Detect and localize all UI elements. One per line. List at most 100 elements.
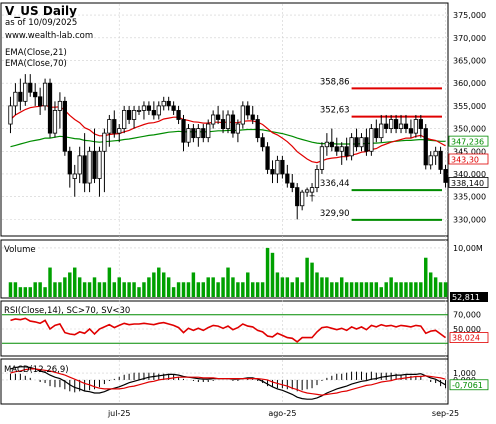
candle-body [324,141,330,148]
volume-bar [404,282,408,297]
candle-body [122,110,127,129]
price-tag-box [448,135,489,147]
candle-body [304,189,310,193]
volume-bar [295,277,299,297]
panel-frames [0,2,449,405]
volume-bar [236,282,240,297]
candle-body [428,155,433,166]
candle-body [240,105,245,125]
volume-bar [226,267,230,297]
candle-body [280,159,285,175]
volume-bar [419,282,423,297]
volume-bar [38,282,42,297]
volume-bar [250,282,255,297]
price-tick-label: 335,000 [453,193,486,202]
price-marker: T [309,194,315,203]
candle-body [42,82,48,107]
price-tag-label: 343,30 [451,155,479,164]
candle-body [28,82,33,93]
grid-lines [2,4,448,404]
volume-bar [325,277,329,297]
candle-body [349,137,354,157]
volume-bar [122,282,126,297]
volume-bar [13,282,18,297]
volume-bar [201,282,206,297]
candle-body [171,105,176,111]
candle-body [339,146,344,152]
macd-last-box [449,379,489,391]
candle-body [77,155,82,175]
volume-bar [48,267,52,297]
volume-bar [8,282,13,297]
rsi-last-box [449,332,489,343]
volume-bar [310,262,314,297]
volume-bar [221,277,225,297]
macd-signal-line [10,368,446,396]
candle-body [191,128,196,139]
volume-bar [443,282,448,297]
volume-last-box [450,292,488,302]
candle-body [265,146,270,170]
candle-body [359,137,364,148]
candle-body [97,150,102,179]
volume-bar [171,287,176,297]
candle-body [384,123,389,129]
candle-body [438,150,443,170]
volume-bar [290,282,294,297]
macd-tick-label: 1,000 [453,369,476,378]
volume-bar [132,282,136,297]
price-tag-box [448,153,489,165]
candle-body [220,119,226,129]
volume-bar [275,272,280,297]
volume-bar [216,282,220,297]
price-tag-label: 338,140 [451,179,484,188]
rsi-last-label: 38,024 [452,334,480,343]
candle-body [186,128,191,143]
candle-body [379,123,384,139]
volume-bar [102,282,107,297]
volume-bar [280,277,285,297]
candle-body [215,114,221,120]
candle-body [141,105,147,111]
volume-bar [23,287,28,297]
volume-bar [33,282,37,297]
candle-body [161,100,166,107]
candle-body [225,114,231,129]
candle-body [206,123,211,139]
price-tick-label: 350,000 [453,125,486,134]
volume-bar [43,287,47,297]
rsi-line [10,317,446,343]
volume-bar [68,272,72,297]
volume-bar [92,277,97,297]
candle-body [23,82,28,102]
volume-bar [315,272,319,297]
candle-body [250,114,255,120]
volume-bar [364,282,369,297]
candle-body [107,119,112,134]
volume-bar [438,282,443,297]
chart-date: as of 10/09/2025 [5,18,77,28]
candle-body [364,137,369,152]
candle-body [92,150,97,179]
volume-bar [354,282,359,297]
volume-bar [181,282,186,297]
volume-bar [176,282,181,297]
volume-bar [117,277,121,297]
candle-body [230,114,236,134]
volume-bar [82,282,87,297]
volume-bar [28,287,32,297]
candle-body [102,132,107,152]
volume-bar [112,282,117,297]
candle-body [418,119,423,129]
rsi-panel [2,314,448,344]
ema70-legend: EMA(Close,70) [5,59,67,69]
candle-body [393,119,399,129]
volume-bar [157,267,161,297]
candle-body [67,150,72,175]
candle-body [389,119,394,129]
level-label: 358,86 [320,77,350,87]
volume-bar [414,282,418,297]
candle-body [270,169,275,175]
macd-last-label: -0,7061 [452,381,483,390]
candle-body [403,123,409,129]
